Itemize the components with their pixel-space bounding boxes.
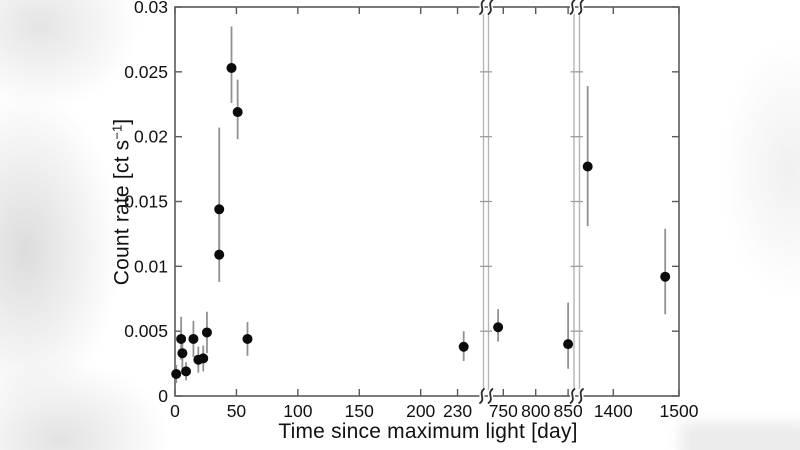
x-tick-label: 0 (170, 401, 180, 421)
data-point-marker (458, 341, 469, 352)
y-tick-labels: 0 0.005 0.01 0.015 0.02 0.025 0.03 (124, 0, 168, 406)
y-tick-label: 0 (158, 386, 168, 406)
x-tick-label: 100 (283, 401, 312, 421)
data-point-marker (563, 339, 574, 350)
y-tick-label: 0.015 (124, 192, 168, 212)
data-point-marker (493, 322, 504, 333)
y-tick-label: 0.025 (124, 62, 168, 82)
data-point-marker (181, 366, 192, 377)
data-point-marker (188, 333, 199, 344)
x-tick-label: 750 (489, 401, 518, 421)
data-point-marker (198, 353, 209, 364)
axis-break-lines (480, 7, 583, 396)
y-tick-label: 0.02 (134, 127, 168, 147)
data-point-marker (226, 62, 237, 73)
y-axis-title: Count rate [ct s−1] (110, 119, 135, 285)
data-point-marker (582, 161, 593, 172)
y-axis-title-bracket: ] (110, 118, 134, 125)
y-axis-title-superscript: −1 (109, 124, 125, 140)
y-axis-title-text: Count rate [ct s (110, 139, 134, 286)
data-point-marker (176, 333, 187, 344)
x-axis-title: Time since maximum light [day] (278, 420, 578, 443)
data-point-marker (201, 327, 212, 338)
data-point-marker (214, 249, 225, 260)
x-tick-label: 200 (406, 401, 435, 421)
x-tick-label: 230 (443, 401, 472, 421)
y-tick-label: 0.01 (134, 256, 168, 276)
x-tick-label: 850 (553, 401, 582, 421)
data-point-marker (242, 333, 253, 344)
x-tick-label: 1400 (594, 401, 633, 421)
data-point-marker (232, 107, 243, 118)
axis-break-marks (478, 0, 585, 405)
x-tick-label: 1500 (660, 401, 699, 421)
x-tick-label: 800 (521, 401, 550, 421)
x-tick-labels: 0 50 100 150 200 230 750 800 850 1400 1500 (170, 401, 699, 421)
data-point-marker (177, 348, 188, 359)
error-bars (175, 26, 667, 384)
data-points (171, 62, 671, 379)
y-tick-label: 0.03 (134, 0, 168, 17)
x-tick-label: 50 (227, 401, 247, 421)
axis-ticks (174, 6, 680, 397)
x-tick-label: 150 (345, 401, 374, 421)
y-tick-label: 0.005 (124, 321, 168, 341)
data-point-marker (171, 368, 182, 379)
data-point-marker (660, 271, 671, 282)
data-point-marker (214, 204, 225, 215)
